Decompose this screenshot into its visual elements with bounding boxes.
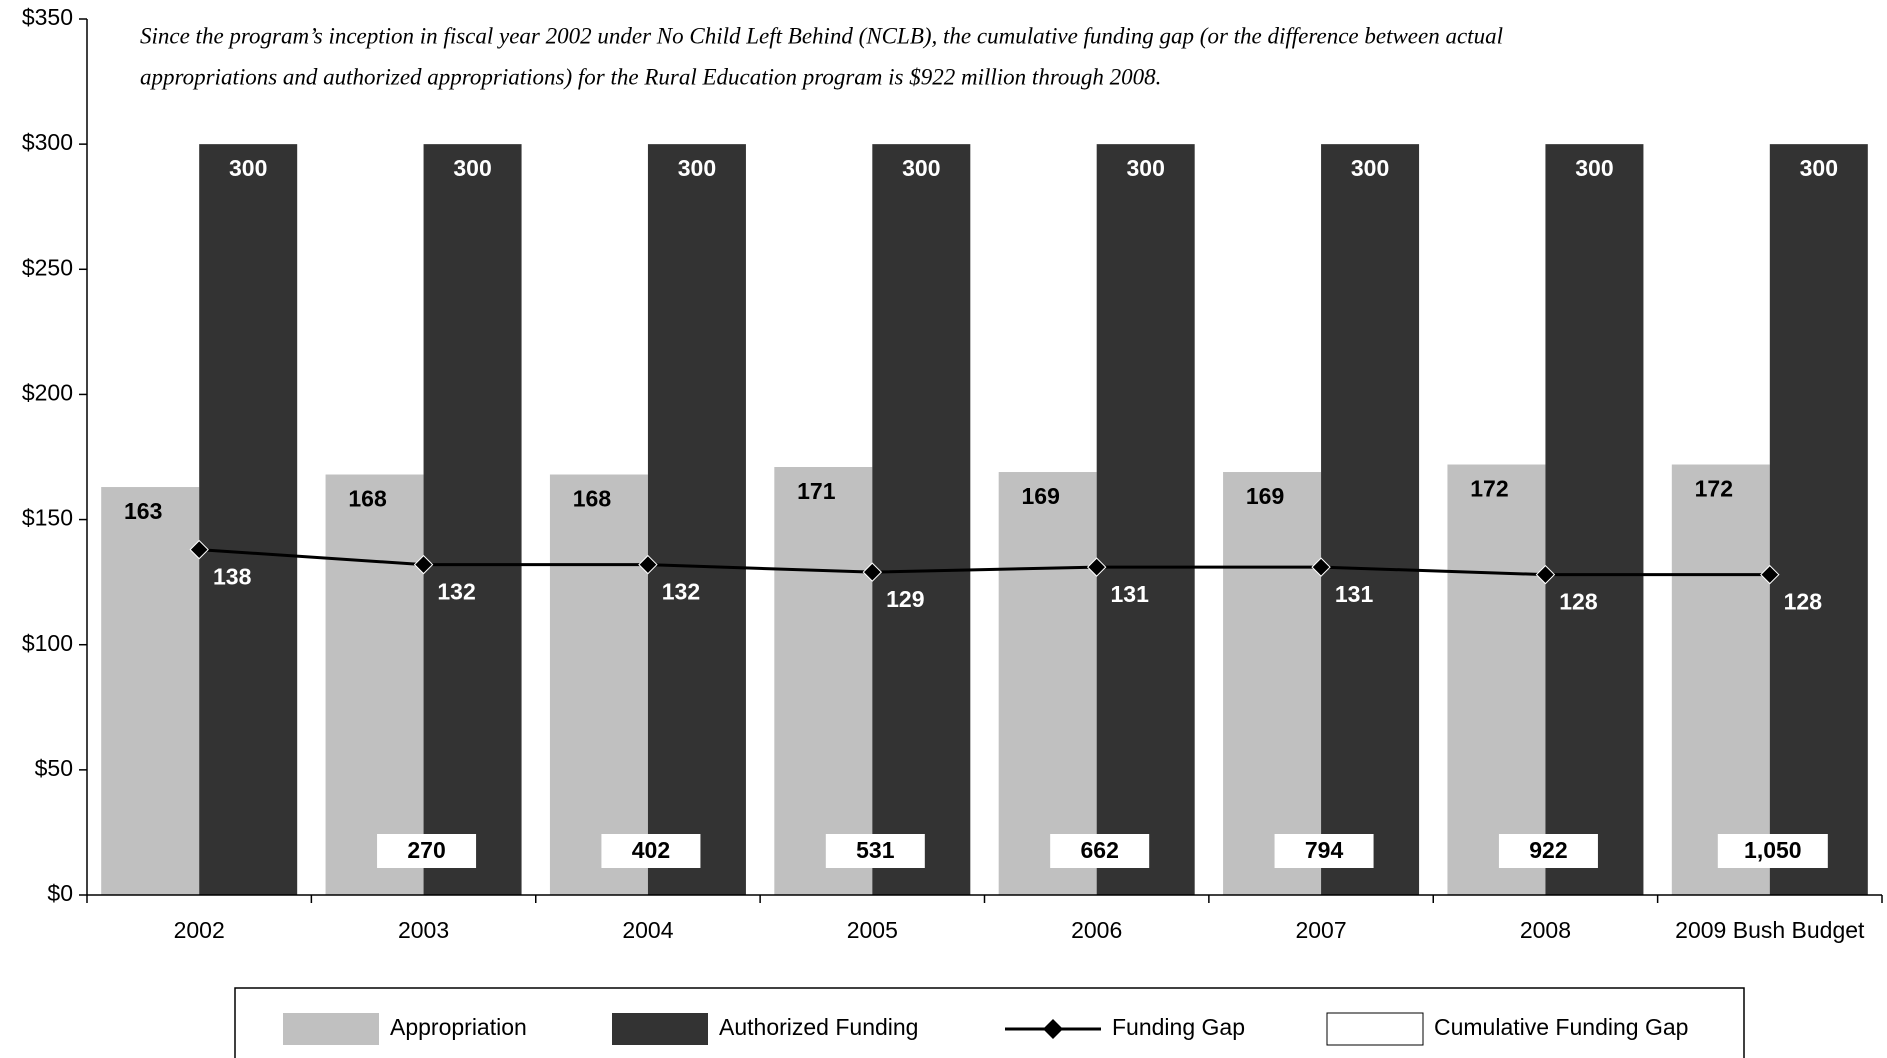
x-tick-label: 2004: [622, 917, 673, 943]
data-label: 794: [1305, 837, 1344, 863]
data-label: 300: [1800, 155, 1838, 181]
bar: [1545, 144, 1644, 896]
legend-label: Authorized Funding: [719, 1014, 918, 1040]
data-label: 270: [407, 837, 445, 863]
data-label: 300: [1127, 155, 1165, 181]
y-tick-label: $200: [22, 380, 73, 406]
marker: [413, 554, 434, 575]
data-label: 168: [573, 486, 612, 512]
legend-label: Funding Gap: [1112, 1014, 1245, 1040]
label-box: [1498, 834, 1598, 868]
x-tick-label: 2003: [398, 917, 449, 943]
x-tick-label: 2002: [174, 917, 225, 943]
bar: [872, 144, 971, 896]
data-label: 922: [1529, 837, 1567, 863]
data-label: 172: [1695, 476, 1733, 502]
marker: [189, 539, 209, 560]
x-tick-label: 2006: [1071, 917, 1122, 943]
marker: [1760, 564, 1780, 585]
bar: [647, 144, 746, 896]
data-label: 131: [1335, 581, 1374, 607]
y-tick-label: $350: [22, 4, 73, 30]
x-tick-label: 2007: [1295, 917, 1346, 943]
annotation: appropriations and authorized appropriat…: [140, 64, 1161, 89]
x-tick-label: 2008: [1520, 917, 1571, 943]
marker: [1311, 557, 1331, 577]
data-label: 131: [1111, 581, 1150, 607]
label-box: [601, 834, 701, 868]
marker: [1535, 564, 1556, 585]
data-label: 300: [1351, 155, 1389, 181]
y-tick-label: $150: [22, 505, 73, 531]
data-label: 128: [1559, 589, 1598, 615]
bar: [1447, 464, 1546, 895]
data-label: 138: [213, 564, 252, 590]
data-label: 132: [662, 579, 700, 605]
bar: [998, 472, 1097, 895]
y-tick-label: $0: [47, 880, 73, 906]
label-box: [1717, 834, 1828, 868]
legend-swatch: [1043, 1019, 1063, 1039]
bar: [1096, 144, 1195, 896]
data-label: 300: [1575, 155, 1613, 181]
data-label: 169: [1022, 483, 1060, 509]
legend-label: Cumulative Funding Gap: [1434, 1014, 1688, 1040]
data-label: 169: [1246, 483, 1284, 509]
y-tick-label: $300: [22, 129, 73, 155]
x-tick-label: 2009 Bush Budget: [1675, 917, 1865, 943]
bar: [1769, 144, 1868, 896]
label-box: [825, 834, 925, 868]
marker: [862, 562, 883, 582]
bar: [1223, 472, 1322, 895]
legend-swatch: [612, 1013, 708, 1045]
bar: [423, 144, 522, 896]
data-label: 172: [1470, 476, 1508, 502]
data-label: 531: [856, 837, 895, 863]
data-label: 402: [632, 837, 670, 863]
bar: [774, 467, 873, 895]
data-label: 129: [886, 586, 924, 612]
legend-label: Appropriation: [390, 1014, 527, 1040]
line: [199, 548, 1770, 577]
data-label: 128: [1784, 589, 1823, 615]
data-label: 1,050: [1744, 837, 1802, 863]
bar: [1671, 464, 1770, 895]
data-label: 132: [437, 579, 475, 605]
bar: [199, 144, 298, 896]
legend: [234, 987, 1745, 1058]
legend-swatch: [1326, 1012, 1424, 1046]
y-tick-label: $100: [22, 630, 73, 656]
label-box: [377, 834, 477, 868]
data-label: 171: [797, 478, 836, 504]
data-label: 662: [1081, 837, 1119, 863]
x-tick-label: 2005: [847, 917, 898, 943]
legend-swatch: [283, 1013, 379, 1045]
y-tick-label: $250: [22, 254, 73, 280]
data-label: 300: [229, 155, 267, 181]
bar: [325, 474, 424, 895]
marker: [1086, 557, 1107, 577]
label-box: [1274, 834, 1374, 868]
bar: [1321, 144, 1420, 896]
y-tick-label: $50: [35, 755, 73, 781]
data-label: 300: [678, 155, 716, 181]
data-label: 168: [348, 486, 387, 512]
data-label: 300: [453, 155, 491, 181]
bar: [549, 474, 648, 895]
label-box: [1050, 834, 1150, 868]
data-label: 300: [902, 155, 940, 181]
marker: [638, 554, 658, 575]
bar: [101, 487, 200, 895]
annotation: Since the program’s inception in fiscal …: [140, 23, 1503, 48]
data-label: 163: [124, 498, 162, 524]
